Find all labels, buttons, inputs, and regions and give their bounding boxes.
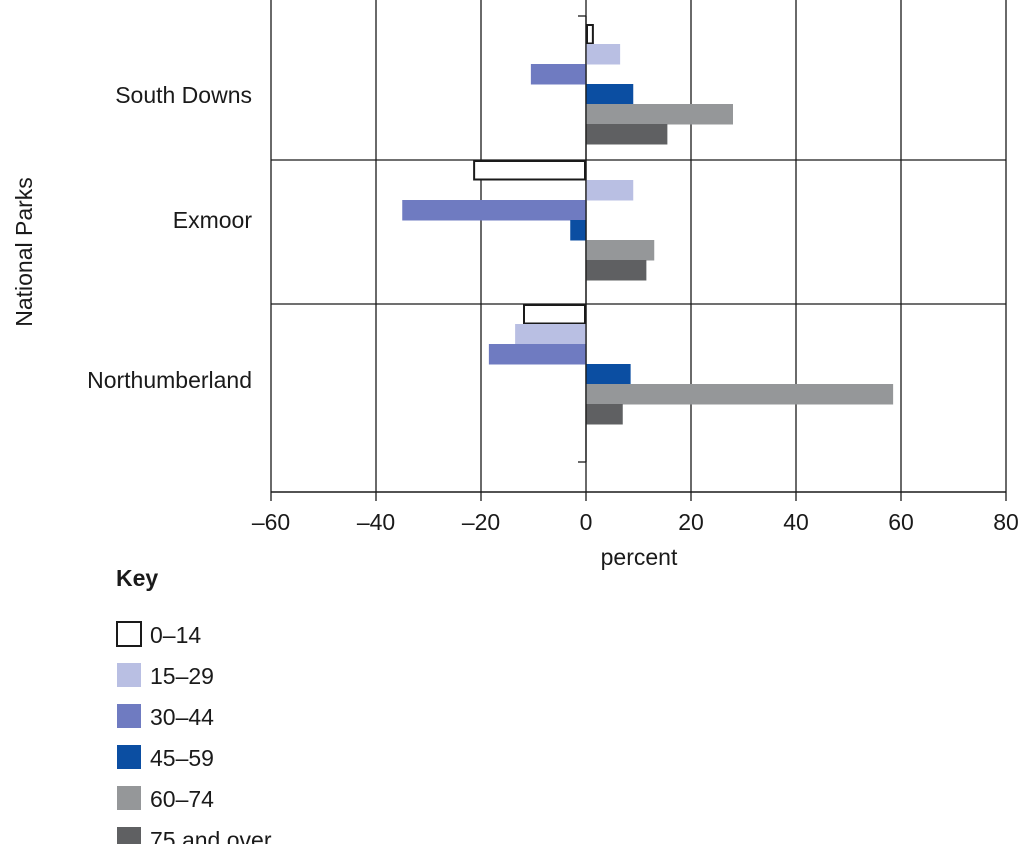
legend-label: 15–29 xyxy=(150,663,214,689)
bar xyxy=(586,44,621,65)
bar xyxy=(586,24,594,45)
legend-label: 60–74 xyxy=(150,786,214,812)
bar xyxy=(473,160,586,181)
bar xyxy=(586,260,647,281)
bar xyxy=(586,180,634,201)
legend-swatch xyxy=(116,621,142,647)
bar xyxy=(586,240,655,261)
bar xyxy=(586,404,623,425)
bar xyxy=(586,84,634,105)
legend-swatch xyxy=(117,786,141,810)
bar xyxy=(530,64,586,85)
legend-label: 45–59 xyxy=(150,745,214,771)
x-tick-label: –20 xyxy=(462,509,500,535)
x-tick-label: 0 xyxy=(580,509,593,535)
legend-swatch xyxy=(117,827,141,844)
bar xyxy=(523,304,586,325)
bar xyxy=(586,124,668,145)
x-tick-label: 40 xyxy=(783,509,809,535)
x-tick-label: –40 xyxy=(357,509,395,535)
x-tick-label: 80 xyxy=(993,509,1019,535)
bars xyxy=(402,24,894,425)
labels: –60 –40 –20 0 20 40 60 80 South Downs Exmoor North… xyxy=(87,82,1019,535)
legend-swatch xyxy=(117,704,141,728)
legend-swatch xyxy=(117,745,141,769)
x-axis-title: percent xyxy=(601,544,678,570)
bar xyxy=(586,364,631,385)
bar xyxy=(402,200,586,221)
axes xyxy=(270,15,1007,501)
x-tick-label: 20 xyxy=(678,509,704,535)
legend-label: 0–14 xyxy=(150,622,201,648)
category-label: Exmoor xyxy=(173,207,253,233)
x-tick-label: 60 xyxy=(888,509,914,535)
x-tick-label: –60 xyxy=(252,509,290,535)
bar xyxy=(515,324,586,345)
legend-label: 75 and over xyxy=(150,827,272,844)
legend-label: 30–44 xyxy=(150,704,214,730)
bar xyxy=(570,220,586,241)
category-label: Northumberland xyxy=(87,367,252,393)
legend-title: Key xyxy=(116,565,158,591)
legend: Key 0–14 15–29 30–44 45–59 60–74 75 and over xyxy=(116,565,272,844)
category-label: South Downs xyxy=(115,82,252,108)
grid-lines xyxy=(270,0,1007,492)
legend-swatch xyxy=(117,663,141,687)
bar xyxy=(586,104,733,125)
y-axis-title: National Parks xyxy=(11,177,37,327)
bar xyxy=(586,384,894,405)
bar xyxy=(488,344,586,365)
